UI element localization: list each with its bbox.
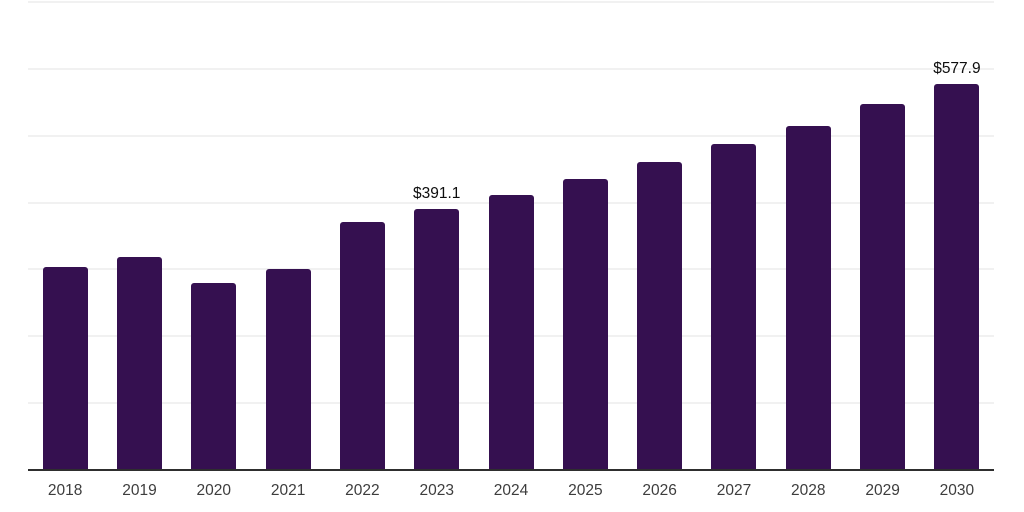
value-label-2030: $577.9: [933, 60, 981, 78]
bar-2027: [711, 144, 757, 470]
bars-row: $391.1 $577.9: [28, 2, 994, 470]
bar-2023: [414, 208, 460, 470]
bar-2022: [339, 221, 385, 470]
x-tick-label-2019: 2019: [122, 482, 157, 499]
bar-2029: [860, 104, 906, 470]
x-tick-label-2027: 2027: [716, 482, 752, 499]
x-tick-label-2018: 2018: [47, 482, 83, 499]
bar-slot-2020: [177, 2, 251, 470]
x-tick-label-2022: 2022: [345, 482, 380, 499]
bar-2020: [191, 282, 237, 470]
x-tick-label-2029: 2029: [865, 482, 900, 499]
bar-2028: [785, 125, 831, 470]
x-tick-label-2020: 2020: [196, 482, 232, 499]
bar-slot-2021: [251, 2, 325, 470]
bar-slot-2022: [325, 2, 399, 470]
x-axis-tick-labels: 2018 2019 2020 2021 2022 2023 2024 2025 2026 2027…: [28, 482, 994, 499]
bar-2026: [637, 162, 683, 470]
value-label-2023: $391.1: [413, 185, 461, 203]
bar-slot-2024: [474, 2, 548, 470]
x-axis-line: [28, 469, 994, 471]
bar-slot-2025: [548, 2, 622, 470]
bar-2018: [42, 266, 88, 470]
x-tick-label-2024: 2024: [493, 482, 529, 499]
bar-slot-2029: [845, 2, 919, 470]
bar-slot-2026: [623, 2, 697, 470]
bar-slot-2019: [102, 2, 176, 470]
x-tick-label-2021: 2021: [270, 482, 306, 499]
bar-2021: [265, 268, 311, 470]
bar-2019: [116, 257, 162, 470]
bar-slot-2023: $391.1: [400, 2, 474, 470]
plot-area: $391.1 $577.9: [28, 1, 994, 470]
bar-2030: [934, 83, 980, 470]
bar-2024: [488, 195, 534, 470]
x-tick-label-2025: 2025: [568, 482, 603, 499]
bar-slot-2027: [697, 2, 771, 470]
bar-slot-2018: [28, 2, 102, 470]
x-tick-label-2030: 2030: [939, 482, 975, 499]
bar-slot-2028: [771, 2, 845, 470]
x-tick-label-2026: 2026: [642, 482, 677, 499]
bar-slot-2030: $577.9: [920, 2, 994, 470]
x-tick-label-2028: 2028: [791, 482, 826, 499]
x-tick-label-2023: 2023: [419, 482, 454, 499]
bar-2025: [562, 179, 608, 470]
